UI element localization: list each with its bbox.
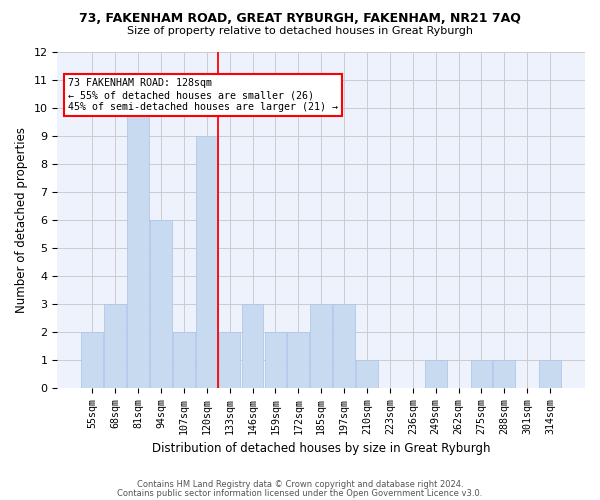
Bar <box>173 332 195 388</box>
Text: Contains public sector information licensed under the Open Government Licence v3: Contains public sector information licen… <box>118 489 482 498</box>
X-axis label: Distribution of detached houses by size in Great Ryburgh: Distribution of detached houses by size … <box>152 442 490 455</box>
Bar <box>196 136 218 388</box>
Bar <box>127 108 149 388</box>
Text: 73 FAKENHAM ROAD: 128sqm
← 55% of detached houses are smaller (26)
45% of semi-d: 73 FAKENHAM ROAD: 128sqm ← 55% of detach… <box>68 78 338 112</box>
Bar <box>310 304 332 388</box>
Bar <box>539 360 561 388</box>
Bar <box>287 332 309 388</box>
Bar <box>82 332 103 388</box>
Bar <box>333 304 355 388</box>
Bar <box>425 360 446 388</box>
Bar <box>356 360 378 388</box>
Bar <box>470 360 493 388</box>
Y-axis label: Number of detached properties: Number of detached properties <box>15 126 28 312</box>
Bar <box>242 304 263 388</box>
Bar <box>219 332 241 388</box>
Bar <box>104 304 126 388</box>
Text: Size of property relative to detached houses in Great Ryburgh: Size of property relative to detached ho… <box>127 26 473 36</box>
Bar <box>265 332 286 388</box>
Bar <box>493 360 515 388</box>
Bar <box>150 220 172 388</box>
Text: Contains HM Land Registry data © Crown copyright and database right 2024.: Contains HM Land Registry data © Crown c… <box>137 480 463 489</box>
Text: 73, FAKENHAM ROAD, GREAT RYBURGH, FAKENHAM, NR21 7AQ: 73, FAKENHAM ROAD, GREAT RYBURGH, FAKENH… <box>79 12 521 26</box>
